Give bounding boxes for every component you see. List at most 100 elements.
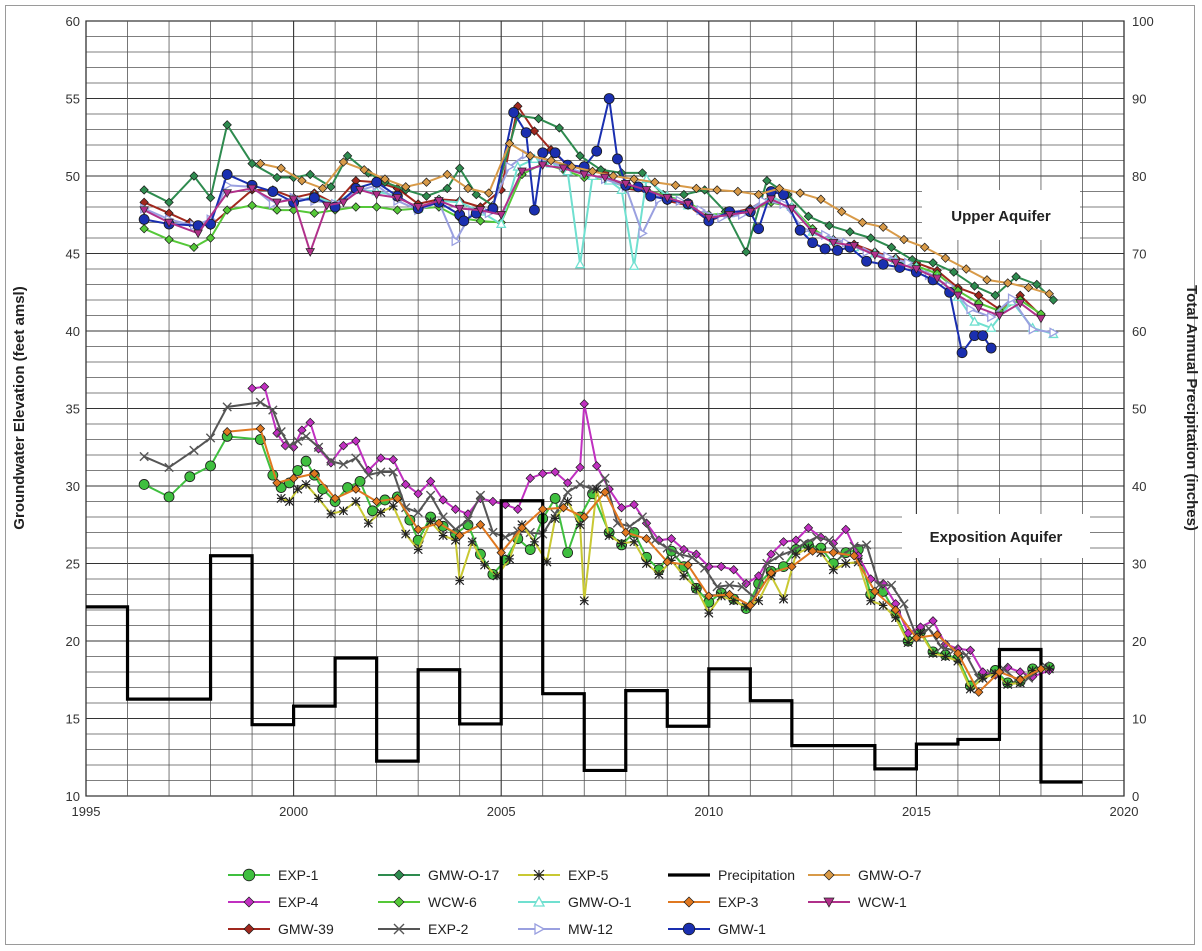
legend-marker [393, 923, 405, 935]
data-point [907, 255, 917, 265]
data-point [205, 460, 216, 472]
data-point [861, 255, 872, 267]
data-point [704, 591, 714, 601]
data-point [529, 537, 540, 547]
data-point [293, 484, 303, 494]
data-point [267, 186, 279, 197]
data-point [920, 242, 930, 252]
data-point [753, 223, 765, 235]
data-point [338, 198, 349, 208]
data-point [877, 258, 889, 270]
data-point [1036, 664, 1046, 674]
data-point [886, 580, 897, 590]
data-point [363, 470, 374, 480]
data-point [505, 161, 516, 173]
data-point [524, 544, 536, 555]
data-point [371, 202, 382, 212]
legend-label: GMW-1 [718, 921, 766, 937]
data-point [326, 456, 336, 466]
y-tick-label: 35 [66, 402, 80, 417]
data-point [973, 304, 984, 313]
data-point [625, 521, 635, 531]
data-point [272, 205, 282, 215]
data-point [592, 484, 602, 494]
x-tick-label: 2005 [487, 804, 516, 819]
data-point [562, 547, 574, 559]
data-point [969, 281, 980, 291]
data-point [454, 204, 465, 214]
x-tick-label: 2000 [279, 804, 308, 819]
data-point [529, 204, 540, 216]
data-point [982, 275, 992, 285]
data-point [650, 177, 660, 187]
data-point [904, 257, 914, 269]
data-point [442, 169, 452, 180]
data-point [496, 547, 506, 558]
data-point [458, 215, 470, 227]
data-point [338, 157, 349, 167]
legend-marker [243, 923, 255, 935]
data-point [413, 544, 423, 555]
legend-marker [532, 895, 546, 907]
data-point [778, 594, 789, 604]
data-point [475, 206, 486, 216]
data-point [973, 687, 984, 697]
data-point [666, 555, 677, 566]
data-point [392, 205, 403, 215]
data-point [380, 174, 390, 184]
data-point [546, 155, 556, 166]
data-point [317, 183, 328, 194]
data-point [662, 193, 673, 203]
data-point [807, 228, 818, 237]
data-point [434, 197, 444, 206]
data-point [354, 475, 366, 487]
data-point [579, 596, 589, 606]
data-point [413, 507, 423, 518]
data-point [1049, 327, 1059, 338]
data-point [911, 265, 922, 274]
legend-item-gmw-o-1: GMW-O-1 [518, 894, 632, 910]
data-point [525, 527, 535, 538]
data-point [591, 145, 603, 157]
data-point [193, 229, 203, 239]
y-tick-label: 25 [66, 557, 80, 572]
y2-tick-label: 20 [1132, 634, 1146, 649]
data-point [284, 496, 295, 507]
y-tick-label: 20 [66, 634, 80, 649]
y2-tick-label: 100 [1132, 14, 1154, 29]
data-point [650, 535, 660, 545]
data-point [787, 204, 797, 214]
data-point [513, 504, 523, 514]
data-point [504, 138, 515, 149]
data-point [953, 656, 963, 666]
data-point [247, 184, 257, 194]
data-point [455, 575, 465, 586]
data-point [467, 537, 477, 547]
series-line [143, 164, 1042, 320]
data-point [600, 473, 610, 483]
data-point [890, 259, 901, 268]
data-point [259, 382, 270, 392]
data-point [163, 491, 175, 503]
data-point [205, 193, 216, 203]
data-point [404, 514, 416, 526]
data-point [309, 468, 320, 479]
data-point [355, 186, 365, 195]
y-tick-label: 30 [66, 479, 80, 494]
data-point [1003, 278, 1013, 288]
data-point [268, 405, 278, 415]
data-point [338, 459, 349, 469]
data-point [604, 530, 614, 541]
data-point [438, 495, 448, 505]
data-point [911, 633, 922, 643]
annotation-upper-aquifer-text: Upper Aquifer [951, 208, 1051, 225]
legend-label: MW-12 [568, 921, 613, 937]
data-point [704, 608, 714, 618]
axes: 1995 2000 2005 2010 2015 20201015202530354045… [66, 14, 1154, 819]
annotation-exposition-aquifer-text: Exposition Aquifer [930, 529, 1063, 546]
data-point [845, 227, 855, 237]
annotation-exposition-aquifer: Exposition Aquifer [902, 514, 1090, 558]
data-point [575, 462, 585, 473]
data-point [272, 172, 282, 183]
data-point [297, 175, 307, 186]
